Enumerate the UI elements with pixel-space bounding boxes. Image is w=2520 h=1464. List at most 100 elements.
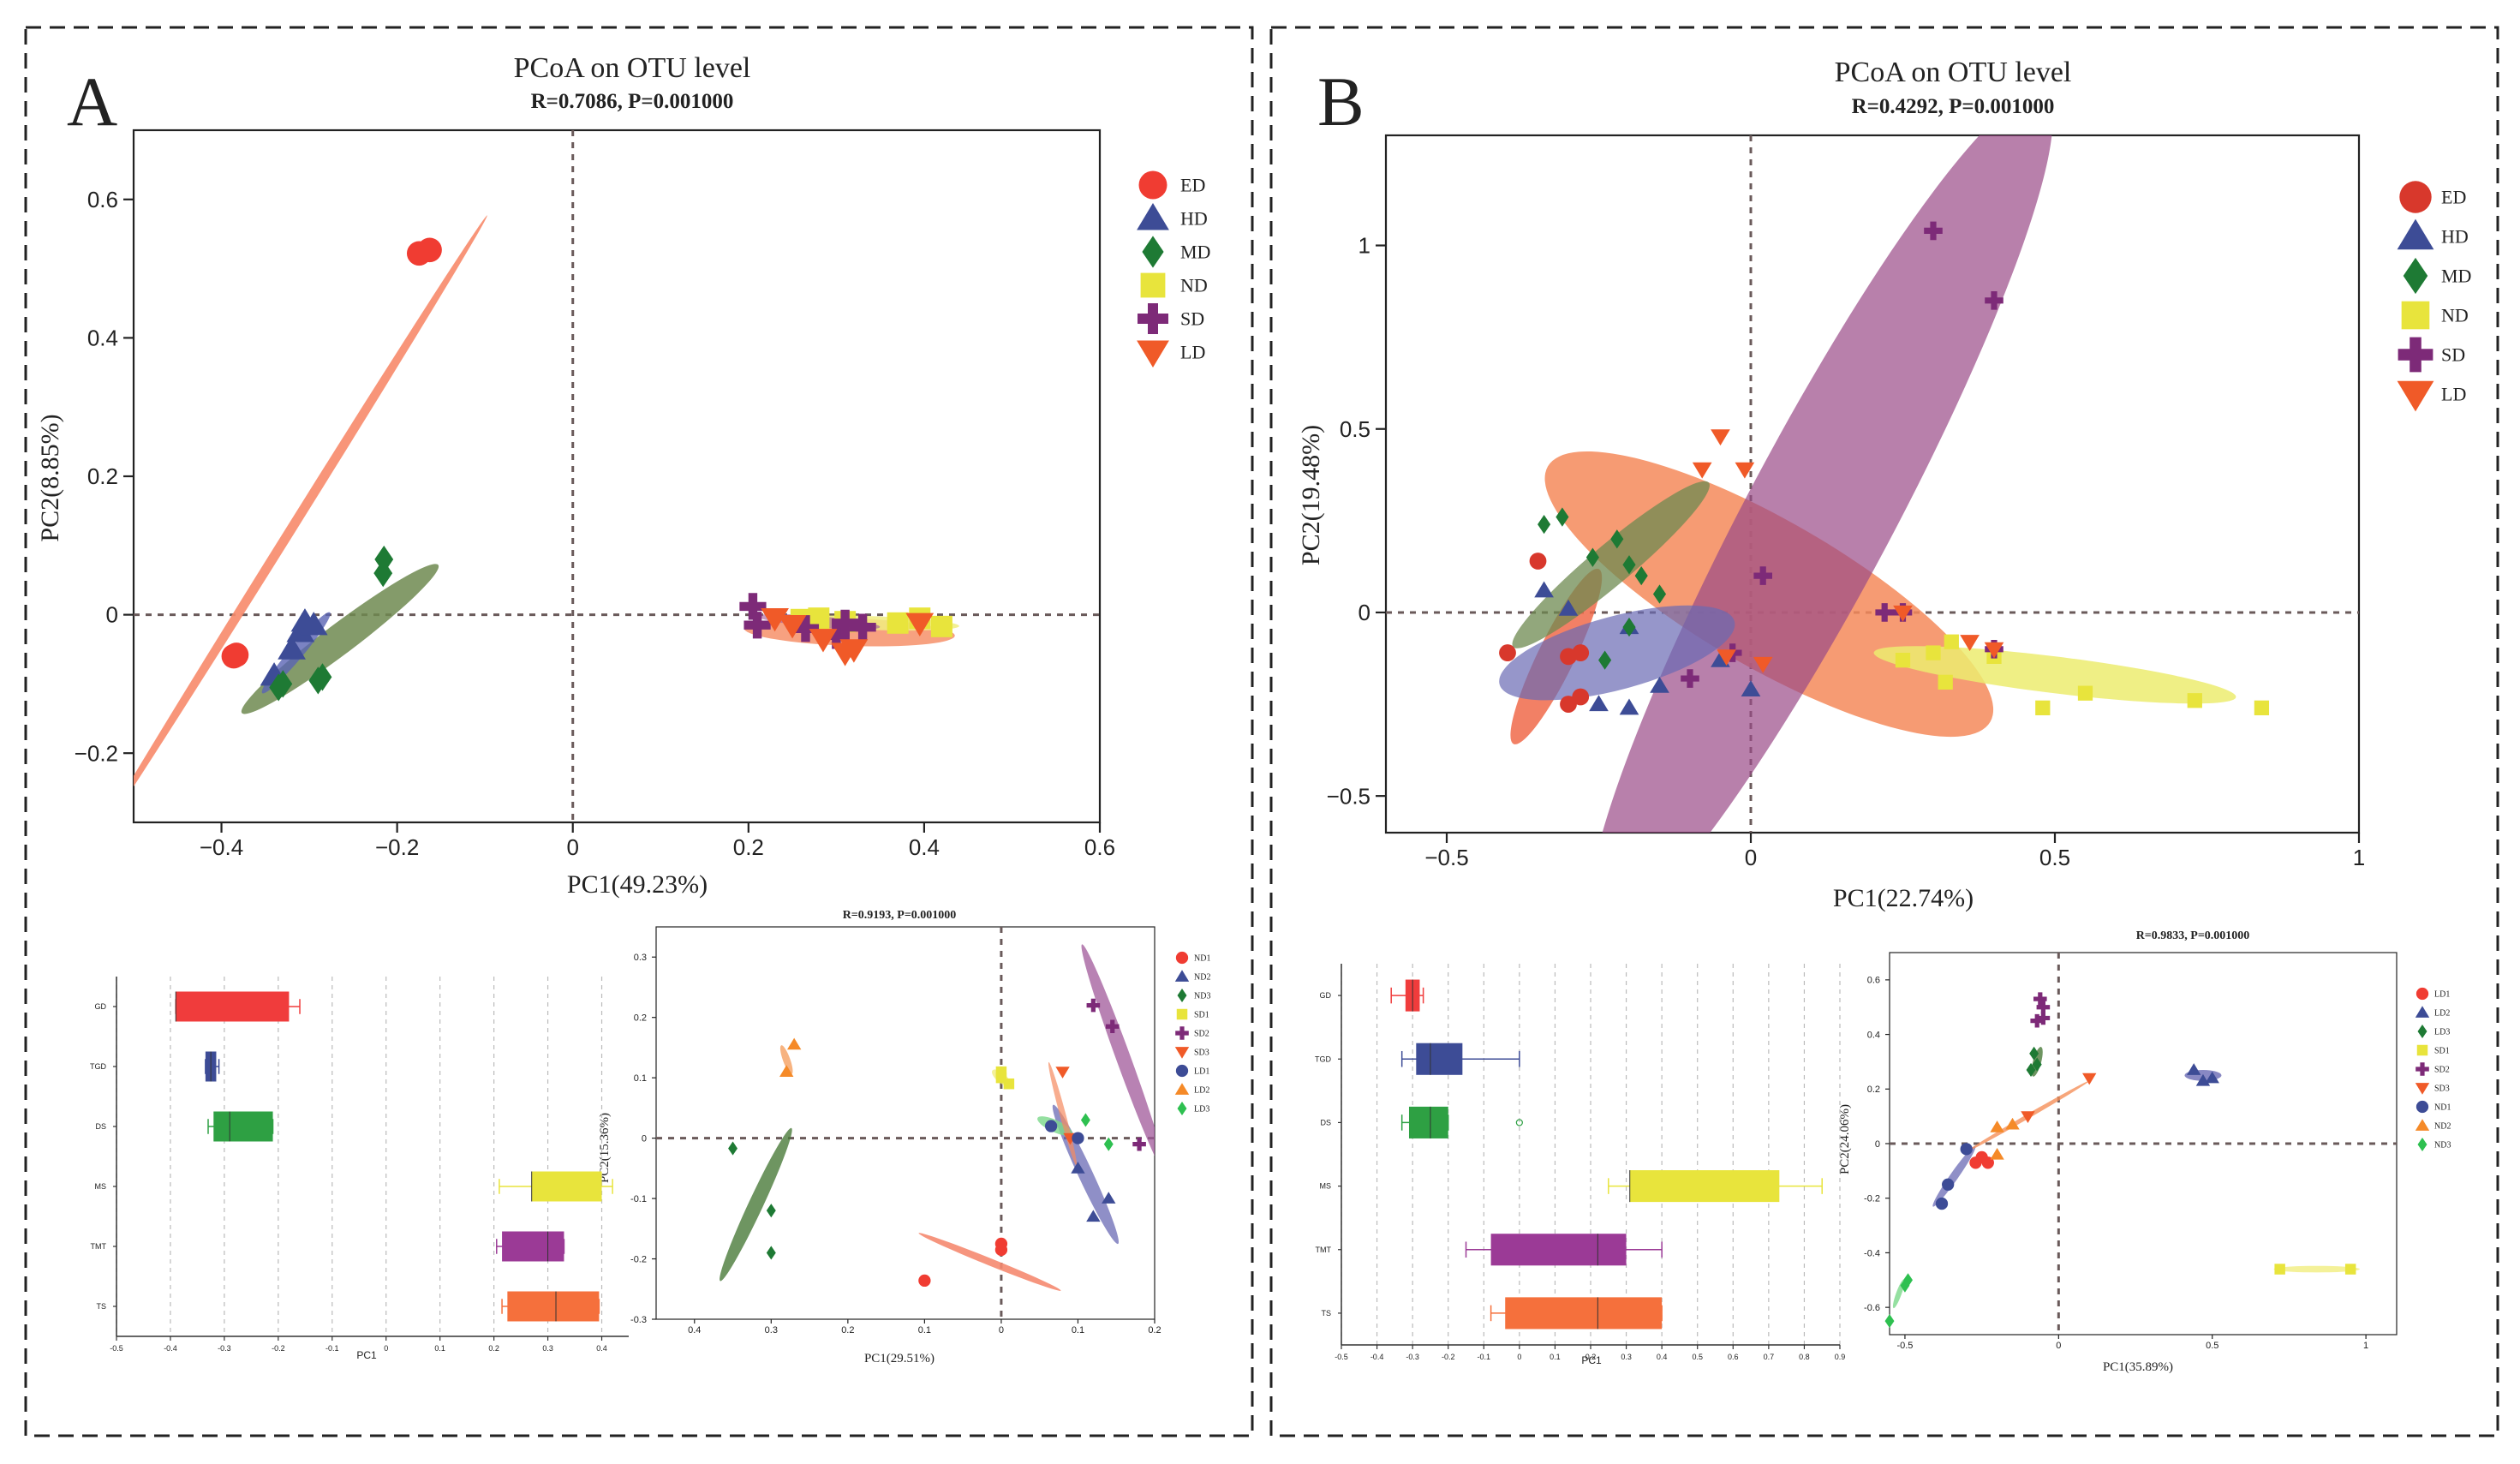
panel-b-main-point-md (1622, 617, 1636, 637)
panel-b-main-point-nd (1926, 645, 1941, 660)
panel-b-inset-legend-label: SD1 (2434, 1047, 2450, 1056)
panel-b-inset-point-ld3 (2029, 1046, 2039, 1061)
panel-b-main-point-ed (1529, 553, 1547, 570)
panel-a-main-frame (132, 128, 1102, 824)
panel-b-inset-point-sd2 (2033, 992, 2047, 1006)
panel-b-box-category-label: DS (1320, 1118, 1331, 1126)
panel-b-main-legend-marker-sd (2398, 337, 2433, 373)
panel-b-main-point-hd (1650, 676, 1669, 693)
panel-b-main-legend-label: LD (2441, 384, 2466, 405)
panel-a-inset-legend-marker-nd2 (1174, 970, 1190, 982)
panel-a-letter: A (67, 63, 117, 140)
panel-b-inset-legend-label: LD1 (2434, 990, 2450, 1000)
panel-a-inset-xtick-label: 0.2 (841, 1325, 854, 1336)
panel-b-main-legend-label: MD (2441, 266, 2471, 287)
panel-b-inset-ellipses (1892, 1047, 2360, 1309)
panel-a-main-ytick-label: 0.4 (87, 326, 118, 351)
panel-b-inset-legend-marker-sd2 (2415, 1062, 2429, 1076)
panel-a-inset-xtick-label: 0.2 (1148, 1325, 1161, 1336)
panel-b-inset-point-ld1 (1981, 1156, 1994, 1169)
panel-a-inset-xtick-label: 0.1 (918, 1325, 931, 1336)
panel-a-inset-ytick-label: -0.1 (630, 1194, 647, 1204)
panel-a-inset-point-ld1 (1072, 1132, 1084, 1144)
panel-a-inset-xtick-label: 0.3 (765, 1325, 778, 1336)
panel-a-box-category-label: TS (96, 1302, 106, 1311)
panel-a-box-category-label: TGD (90, 1062, 106, 1071)
panel-b-inset-legend-label: ND1 (2434, 1103, 2451, 1113)
panel-b-inset-legend-marker-sd3 (2415, 1083, 2430, 1095)
panel-b-inset-ytick-label: 0.2 (1867, 1085, 1880, 1095)
panel-a-inset-points (728, 998, 1146, 1288)
panel-a-box-box (176, 991, 290, 1022)
panel-a-inset-ytick-label: 0.3 (634, 953, 647, 963)
panel-b-letter: B (1317, 63, 1365, 140)
panel-b-inset-legend-label: ND3 (2434, 1141, 2451, 1150)
panel-b-main-plot: −0.5 0 0.5 1 −0.5 0 0.5 1 ED HD MD ND SD LD (1327, 134, 2471, 870)
panel-a-main-point-ld (809, 629, 838, 653)
panel-a-main-legend-label: HD (1180, 208, 1208, 230)
panel-a-boxplot-xlabel: PC1 (356, 1349, 377, 1361)
panel-b-main-legend-marker-md (2403, 257, 2428, 295)
panel-a-box-xtick-label: -0.1 (325, 1344, 339, 1353)
panel-b-inset-legend-marker-ld2 (2415, 1006, 2430, 1018)
chart-marks-layer: −0.4 −0.2 0 0.2 0.4 0.6 −0.2 0 0.2 0.4 0.6 ED HD MD ND… (75, 128, 2471, 1361)
panel-a-inset-point-sd3 (1055, 1067, 1070, 1079)
panel-a-main-legend-label: ED (1180, 175, 1205, 196)
panel-a-main-subtitle: R=0.7086, P=0.001000 (531, 90, 734, 113)
panel-b-box-xtick-label: 0.8 (1799, 1353, 1810, 1361)
panel-a-main-xtick-label: −0.2 (375, 834, 419, 860)
panel-b-main-point-ld (1960, 635, 1980, 652)
panel-b-inset-point-sd2 (2036, 1000, 2051, 1014)
panel-b-inset-xtick-label: -0.5 (1896, 1341, 1913, 1351)
panel-a-inset-point-sd1 (995, 1066, 1007, 1078)
panel-a-box-xtick-label: 0.3 (542, 1344, 553, 1353)
panel-b-main-point-md (1652, 584, 1667, 604)
panel-a-box-category-label: DS (95, 1122, 106, 1131)
panel-b-main-legend-marker-nd (2401, 301, 2430, 330)
panel-a-main-point-hd (299, 612, 328, 636)
panel-a-main-xtick-label: 0.4 (909, 834, 940, 860)
panel-b-main-legend-marker-ed (2399, 181, 2432, 213)
panel-b-main-point-ld (1893, 605, 1913, 622)
panel-a-inset-legend-marker-ld2 (1174, 1083, 1190, 1095)
panel-a-inset-legend-marker-nd1 (1175, 951, 1189, 965)
panel-b-box-category-label: MS (1320, 1182, 1332, 1191)
panel-b-main-point-md (1598, 650, 1612, 670)
panel-a-main-xtick-label: 0.2 (733, 834, 764, 860)
panel-a-inset-legend-marker-sd3 (1174, 1047, 1190, 1059)
panel-b-main-legend-label: ND (2441, 305, 2469, 326)
panel-b-box-xtick-label: 0.5 (1692, 1353, 1703, 1361)
panel-b-inset-legend-label: SD3 (2434, 1085, 2450, 1094)
panel-b-main-point-hd (1558, 599, 1579, 616)
panel-b-box-xtick-label: 0.2 (1585, 1353, 1597, 1361)
panel-b-main-point-nd (2254, 700, 2270, 715)
panel-a-main-legend-label: ND (1180, 275, 1208, 296)
panel-b-main-legend-marker-ld (2397, 380, 2434, 412)
panel-a-main-point-sd (791, 615, 820, 642)
panel-a-inset-point-nd1 (918, 1274, 931, 1288)
panel-a-main-point-md (308, 666, 328, 695)
panel-b-main-xlabel: PC1(22.74%) (1833, 884, 1974, 912)
panel-b-main-legend-label: SD (2441, 344, 2465, 366)
panel-b-main-ylabel: PC2(19.48%) (1297, 425, 1325, 565)
panel-b-main-point-md (1585, 547, 1599, 567)
panel-b-box-plot: -0.5 -0.4 -0.3 -0.2 -0.1 0 0.1 0.2 0.3 0.4 0.5 0.6 0… (1315, 964, 1845, 1361)
panel-a-box-box (531, 1171, 602, 1202)
panel-a-main-point-md (373, 559, 393, 588)
panel-a-inset-point-ld1 (1044, 1120, 1058, 1132)
panel-b-main-point-ld (1711, 429, 1730, 446)
panel-b-inset-xtick-label: 0 (2056, 1341, 2061, 1351)
panel-b-box-category-label: TMT (1316, 1246, 1332, 1254)
panel-b-main-point-nd (2035, 700, 2051, 715)
panel-a-inset-ytick-label: 0.1 (634, 1073, 647, 1084)
panel-a-inset-point-nd3 (766, 1246, 776, 1260)
panel-b-main-xtick-label: 0 (1745, 845, 1757, 870)
panel-a-inset-point-sd2 (1105, 1019, 1120, 1034)
panel-b-boxplot-xlabel: PC1 (1581, 1354, 1602, 1366)
panel-b-box-box (1629, 1170, 1780, 1203)
panel-a-main-xlabel: PC1(49.23%) (567, 870, 708, 899)
panel-b-main-point-sd (1985, 290, 2003, 310)
panel-b-border (1269, 26, 2499, 1437)
panel-a-main-point-ld (778, 615, 807, 639)
panel-b-main-ellipse-md (1512, 481, 1710, 648)
